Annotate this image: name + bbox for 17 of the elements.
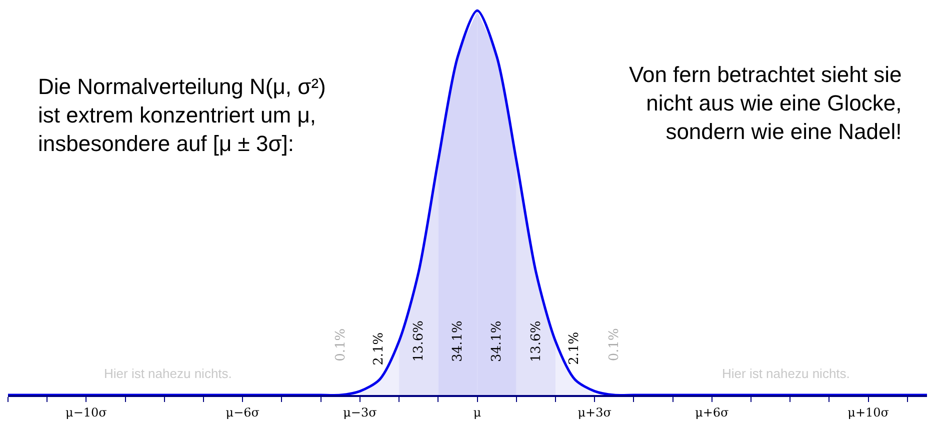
annotation: 2.1% <box>567 332 582 365</box>
x-tick-label: μ+6σ <box>695 405 729 420</box>
annotation: 13.6% <box>528 320 544 362</box>
x-tick-label: μ+3σ <box>578 405 612 420</box>
x-tick-label: μ−6σ <box>226 405 260 420</box>
x-tick-label: μ−10σ <box>66 405 107 420</box>
x-tick-label: μ <box>473 405 482 420</box>
annotation: Die Normalverteilung N(μ, σ²) ist extrem konzentriert um μ, insbesondere auf [μ ± 3σ]: <box>38 74 326 156</box>
annotation: 0.1% <box>607 328 622 362</box>
annotation: 2.1% <box>372 332 387 366</box>
annotation: 13.6% <box>411 320 426 362</box>
annotation: 34.1% <box>450 320 466 362</box>
annotation: Von fern betrachtet sieht sie nicht aus wie eine Glocke, sondern wie eine Nadel! <box>629 62 902 144</box>
annotation: 34.1% <box>490 320 505 362</box>
x-tick-label: μ+10σ <box>848 405 890 420</box>
annotation: 0.1% <box>333 328 348 362</box>
x-tick-label: μ−3σ <box>343 405 377 420</box>
